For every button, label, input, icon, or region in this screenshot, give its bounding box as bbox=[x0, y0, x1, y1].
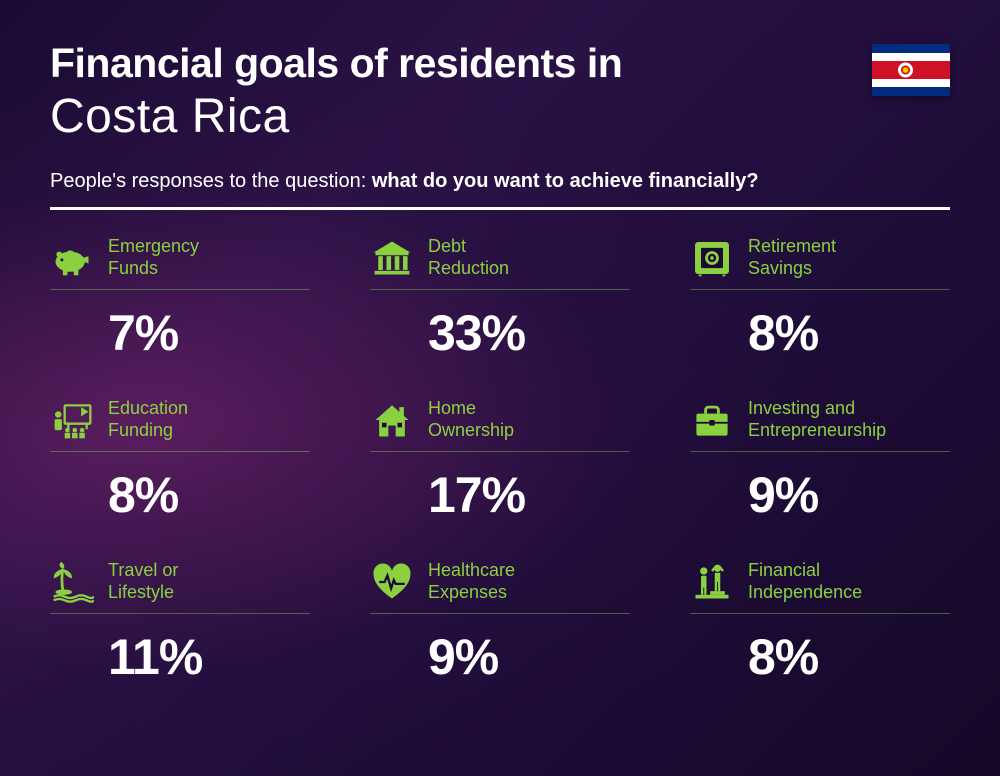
title-country: Costa Rica bbox=[50, 89, 950, 144]
stat-education-funding: EducationFunding 8% bbox=[50, 396, 310, 524]
bank-icon bbox=[370, 236, 414, 280]
safe-icon bbox=[690, 236, 734, 280]
divider bbox=[50, 207, 950, 210]
stat-label: EducationFunding bbox=[108, 398, 188, 441]
subtitle-question: what do you want to achieve financially? bbox=[372, 170, 759, 192]
stat-investing-entrepreneurship: Investing andEntrepreneurship 9% bbox=[690, 396, 950, 524]
stat-emergency-funds: EmergencyFunds 7% bbox=[50, 234, 310, 362]
stat-retirement-savings: RetirementSavings 8% bbox=[690, 234, 950, 362]
flag-costa-rica bbox=[872, 44, 950, 96]
education-icon bbox=[50, 398, 94, 442]
healthcare-icon bbox=[370, 560, 414, 604]
stat-label: Travel orLifestyle bbox=[108, 560, 178, 603]
stat-label: Investing andEntrepreneurship bbox=[748, 398, 886, 441]
stat-label: EmergencyFunds bbox=[108, 236, 199, 279]
title-line1: Financial goals of residents in bbox=[50, 40, 950, 87]
header: Financial goals of residents in Costa Ri… bbox=[50, 40, 950, 210]
stat-value: 9% bbox=[428, 628, 630, 686]
stat-value: 7% bbox=[108, 304, 310, 362]
stat-debt-reduction: DebtReduction 33% bbox=[370, 234, 630, 362]
stat-financial-independence: FinancialIndependence 8% bbox=[690, 558, 950, 686]
stat-value: 33% bbox=[428, 304, 630, 362]
house-icon bbox=[370, 398, 414, 442]
travel-icon bbox=[50, 560, 94, 604]
stat-label: HomeOwnership bbox=[428, 398, 514, 441]
stat-value: 8% bbox=[108, 466, 310, 524]
stat-value: 8% bbox=[748, 628, 950, 686]
stat-label: RetirementSavings bbox=[748, 236, 836, 279]
stat-value: 8% bbox=[748, 304, 950, 362]
stat-travel-lifestyle: Travel orLifestyle 11% bbox=[50, 558, 310, 686]
subtitle-prefix: People's responses to the question: bbox=[50, 170, 372, 192]
stat-healthcare-expenses: HealthcareExpenses 9% bbox=[370, 558, 630, 686]
independence-icon bbox=[690, 560, 734, 604]
stat-label: HealthcareExpenses bbox=[428, 560, 515, 603]
subtitle: People's responses to the question: what… bbox=[50, 170, 950, 193]
stat-label: DebtReduction bbox=[428, 236, 509, 279]
stat-home-ownership: HomeOwnership 17% bbox=[370, 396, 630, 524]
briefcase-icon bbox=[690, 398, 734, 442]
stat-value: 17% bbox=[428, 466, 630, 524]
stat-value: 11% bbox=[108, 628, 310, 686]
stat-label: FinancialIndependence bbox=[748, 560, 862, 603]
piggy-bank-icon bbox=[50, 236, 94, 280]
stat-value: 9% bbox=[748, 466, 950, 524]
stats-grid: EmergencyFunds 7% DebtReduction 33% Reti… bbox=[50, 234, 950, 686]
